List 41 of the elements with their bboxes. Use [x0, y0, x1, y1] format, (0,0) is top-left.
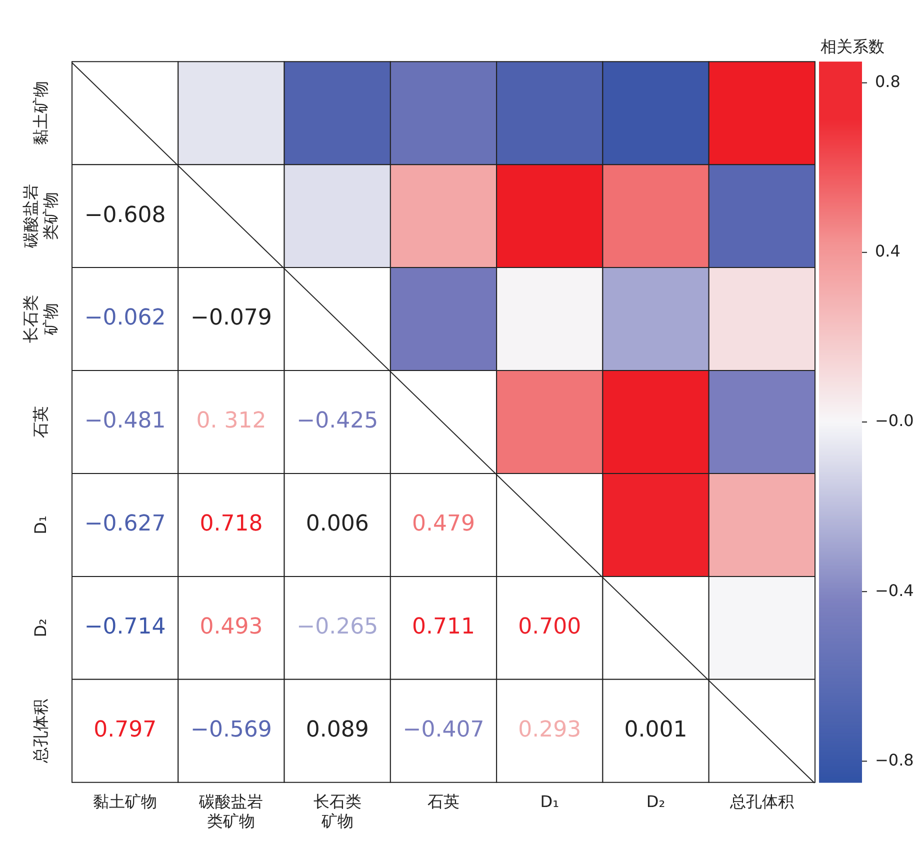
- text: −0.714: [84, 614, 166, 640]
- text: −0.627: [84, 512, 166, 537]
- text: 0.001: [624, 718, 688, 743]
- x-tick-label: 总孔体积: [728, 792, 794, 812]
- color-bar-label: −0.4: [875, 580, 914, 600]
- text: 0. 312: [196, 408, 266, 434]
- text: −0.569: [190, 718, 272, 743]
- text: −0.608: [84, 202, 166, 228]
- color-bar-label: −0.8: [875, 750, 914, 770]
- text: 0.479: [412, 512, 475, 537]
- y-tick-label: D₂: [31, 618, 50, 638]
- y-tick-label: 碳酸盐岩类矿物: [21, 184, 60, 250]
- x-tick-label: D₁: [540, 792, 560, 812]
- text: −0.407: [402, 718, 484, 743]
- text: 0.293: [518, 718, 582, 743]
- y-tick-label: 石英: [31, 406, 50, 438]
- x-tick-label: 长石类矿物: [313, 792, 362, 830]
- x-tick-label: 石英: [428, 792, 460, 812]
- x-tick-label: 碳酸盐岩类矿物: [198, 792, 264, 830]
- color-bar-title: 相关系数: [820, 36, 884, 56]
- text: 0.089: [306, 718, 369, 743]
- text: 0.006: [306, 512, 369, 537]
- y-tick-label: 总孔体积: [31, 698, 50, 764]
- text: −0.425: [296, 408, 378, 434]
- color-bar-label: 0.4: [875, 242, 900, 261]
- color-bar-label: 0.8: [875, 72, 900, 91]
- text: −0.481: [84, 408, 166, 434]
- text: 0.700: [518, 614, 582, 640]
- text: 0.718: [200, 512, 263, 537]
- text: 0.797: [94, 718, 157, 743]
- text: −0.079: [190, 306, 272, 331]
- text: −0.265: [296, 614, 378, 640]
- text: −0.062: [84, 306, 166, 331]
- y-tick-label: D₁: [31, 516, 50, 534]
- color-bar-label: −0.0: [875, 411, 914, 430]
- x-tick-label: 黏土矿物: [93, 792, 158, 812]
- y-tick-label: 长石类矿物: [21, 295, 60, 344]
- text: 0.711: [412, 614, 475, 640]
- x-tick-label: D₂: [646, 792, 666, 812]
- y-tick-label: 黏土矿物: [31, 81, 50, 146]
- text: 0.493: [200, 614, 263, 640]
